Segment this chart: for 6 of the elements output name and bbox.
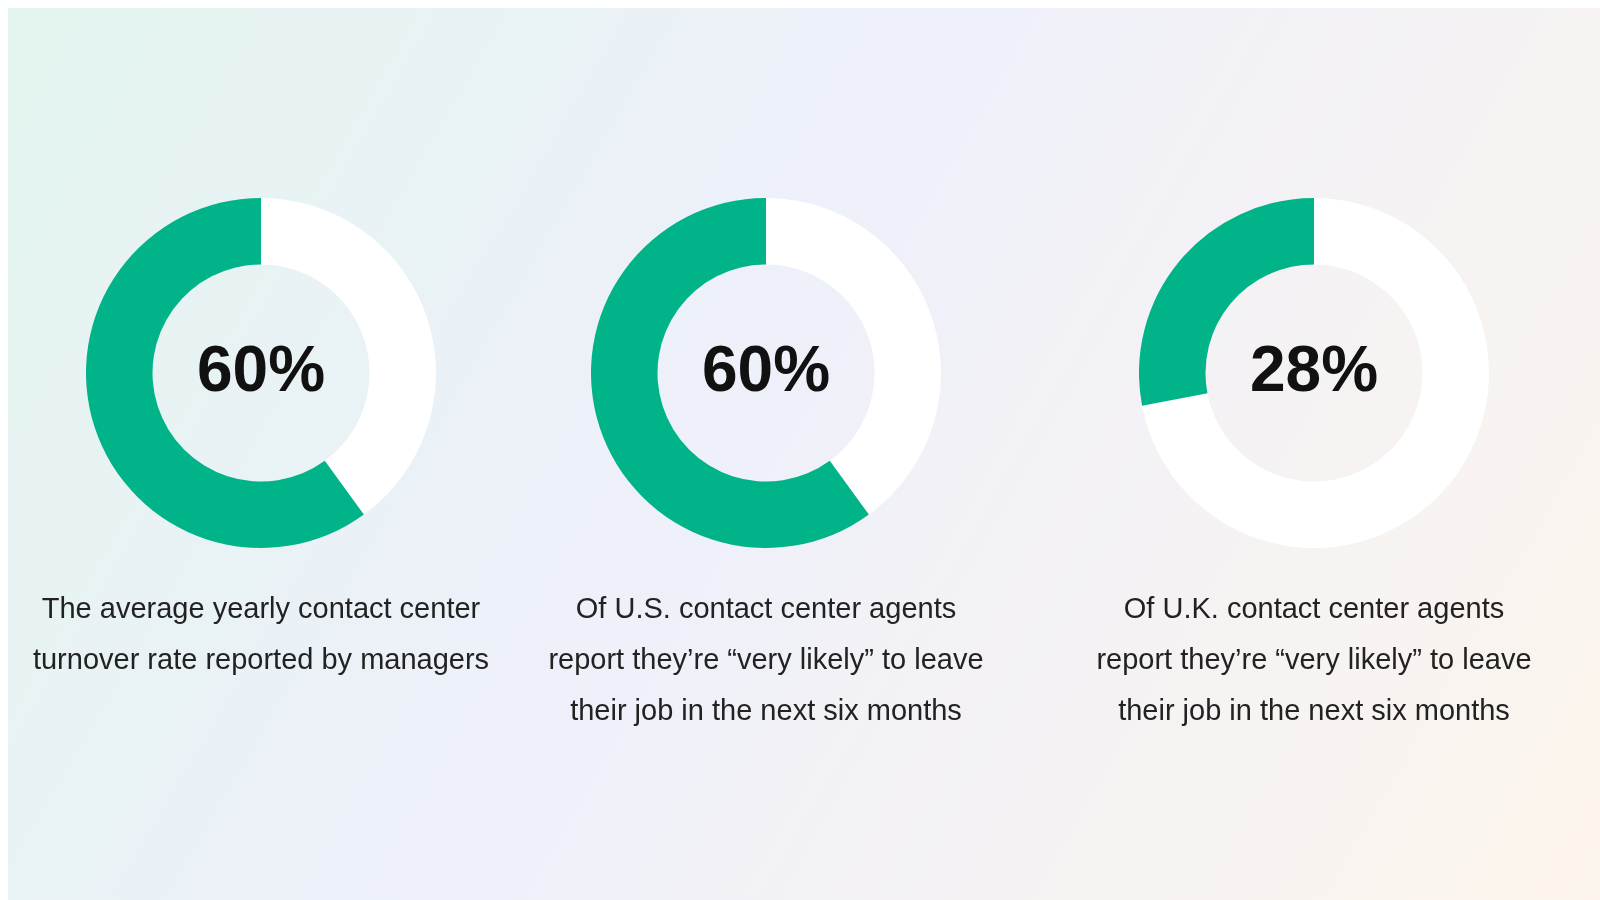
data-label: 60% (196, 332, 326, 405)
text: Of U.K. contact center agents report they’re “very likely” to leave their job in the next six months (1095, 591, 1533, 728)
data-label: 28% (1249, 332, 1379, 405)
data-label: 60% (701, 332, 831, 405)
text: Of U.S. contact center agents report they’re “very likely” to leave their job in the next six months (547, 591, 985, 728)
text: The average yearly contact center turnover rate reported by managers (31, 591, 491, 677)
